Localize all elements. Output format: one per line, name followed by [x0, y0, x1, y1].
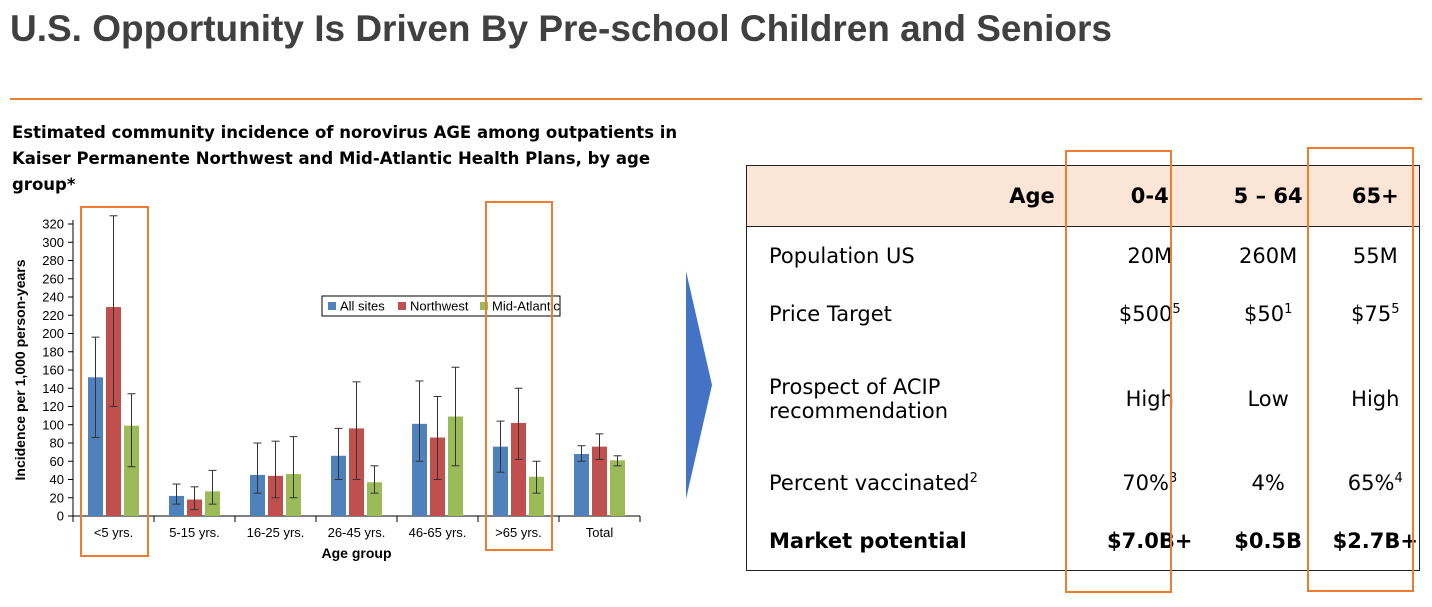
table-cell: High: [1351, 386, 1400, 411]
header-65-plus: 65+: [1331, 166, 1419, 227]
table-row-population: Population US 20M 260M 55M: [747, 227, 1419, 286]
header-age: Age: [747, 166, 1095, 227]
market-potential-table: Age 0-4 5 – 64 65+ Population US 20M 260…: [747, 166, 1419, 570]
row-label: Price Target: [769, 302, 892, 327]
y-tick-label: 60: [50, 454, 64, 469]
table-cell: 70%3: [1122, 471, 1178, 496]
incidence-bar-chart: 0 20 40 60 80 100 120 140 160 180 200 220 240 260 280 3…: [12, 215, 641, 561]
page-title: U.S. Opportunity Is Driven By Pre-school…: [10, 8, 1112, 49]
legend-label: Northwest: [410, 299, 469, 314]
bar-all-sites: [412, 423, 427, 516]
bar-mid-atlantic: [367, 482, 382, 516]
x-tick-label: 46-65 yrs.: [409, 525, 467, 540]
table-cell: $0.5B: [1234, 529, 1303, 554]
table-cell: $5005: [1118, 302, 1181, 327]
table-cell: 55M: [1352, 244, 1398, 269]
y-tick-label: 80: [50, 436, 64, 451]
row-label: Population US: [769, 244, 915, 269]
bar-northwest: [106, 307, 121, 516]
bar-all-sites: [493, 446, 508, 516]
bar-mid-atlantic: [610, 460, 625, 516]
table-cell: Low: [1247, 386, 1289, 411]
row-label: Percent vaccinated2: [769, 471, 978, 496]
x-tick-label: 16-25 yrs.: [247, 525, 305, 540]
y-tick-label: 100: [42, 417, 64, 432]
y-axis-title: Incidence per 1,000 person-years: [12, 259, 28, 480]
bar-all-sites: [574, 453, 589, 516]
chart-subtitle: Estimated community incidence of norovir…: [12, 120, 712, 198]
chart-subtitle-line2: Kaiser Permanente Northwest and Mid-Atla…: [12, 149, 651, 194]
x-tick-label: Total: [586, 525, 614, 540]
table-row-market-potential: Market potential $7.0B+ $0.5B $2.7B+: [747, 512, 1419, 570]
table-cell: 4%: [1251, 471, 1285, 496]
arrow-right-icon: [686, 271, 712, 499]
table-cell: 65%4: [1347, 471, 1403, 496]
y-tick-label: 320: [42, 217, 64, 232]
legend-label: All sites: [340, 299, 385, 314]
x-axis-title: Age group: [322, 545, 392, 561]
y-tick-label: 160: [42, 363, 64, 378]
table-cell: $2.7B+: [1332, 529, 1418, 554]
header-5-64: 5 – 64: [1204, 166, 1332, 227]
market-table-container: Age 0-4 5 – 64 65+ Population US 20M 260…: [746, 165, 1420, 571]
table-cell: $7.0B+: [1107, 529, 1193, 554]
row-label: Prospect of ACIP recommendation: [769, 374, 949, 423]
y-tick-label: 240: [42, 290, 64, 305]
table-cell: High: [1125, 386, 1174, 411]
row-label: Market potential: [769, 529, 967, 554]
table-cell: $501: [1243, 302, 1293, 327]
legend-swatch: [480, 302, 488, 310]
y-tick-label: 40: [50, 472, 64, 487]
y-tick-label: 120: [42, 399, 64, 414]
bar-all-sites: [88, 377, 103, 516]
header-0-4: 0-4: [1094, 166, 1205, 227]
chart-subtitle-line1: Estimated community incidence of norovir…: [12, 123, 678, 142]
x-tick-label: >65 yrs.: [495, 525, 542, 540]
bar-all-sites: [331, 455, 346, 516]
table-cell: 20M: [1127, 244, 1173, 269]
x-tick-label: 26-45 yrs.: [328, 525, 386, 540]
y-tick-label: 260: [42, 271, 64, 286]
y-tick-label: 180: [42, 344, 64, 359]
x-tick-label: <5 yrs.: [94, 525, 133, 540]
title-divider: [10, 98, 1422, 100]
legend-swatch: [398, 302, 406, 310]
table-cell: 260M: [1239, 244, 1298, 269]
table-row-price-target: Price Target $5005 $501 $755: [747, 285, 1419, 343]
bar-mid-atlantic: [124, 425, 139, 516]
y-tick-label: 220: [42, 308, 64, 323]
bar-all-sites: [250, 474, 265, 516]
y-tick-label: 280: [42, 253, 64, 268]
y-tick-label: 20: [50, 490, 64, 505]
y-tick-label: 0: [57, 509, 64, 524]
table-row-vaccinated: Percent vaccinated2 70%3 4% 65%4: [747, 454, 1419, 512]
legend-label: Mid-Atlantic: [492, 299, 560, 314]
table-header-row: Age 0-4 5 – 64 65+: [747, 166, 1419, 227]
bar-northwest: [592, 446, 607, 516]
bar-all-sites: [169, 495, 184, 516]
table-row-acip: Prospect of ACIP recommendation High Low…: [747, 343, 1419, 454]
bar-mid-atlantic: [529, 476, 544, 516]
bar-northwest: [511, 422, 526, 516]
y-tick-label: 140: [42, 381, 64, 396]
y-tick-label: 300: [42, 235, 64, 250]
x-tick-label: 5-15 yrs.: [169, 525, 220, 540]
legend-box: [321, 295, 561, 317]
legend-swatch: [328, 302, 336, 310]
table-cell: $755: [1351, 302, 1400, 327]
y-tick-label: 200: [42, 326, 64, 341]
